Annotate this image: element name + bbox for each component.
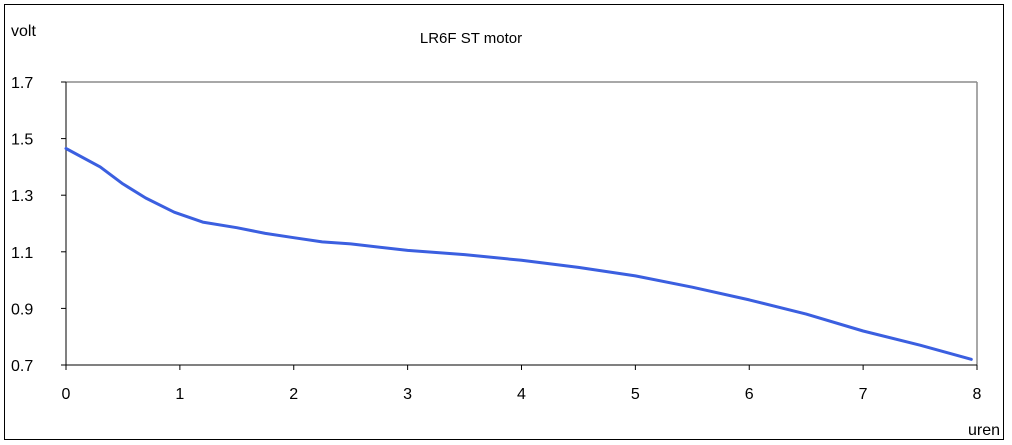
x-axis-label: uren [968,422,1000,439]
y-tick-label: 1.3 [11,188,33,205]
chart-title: LR6F ST motor [420,30,522,47]
x-tick-label: 7 [859,386,868,403]
line-chart: 0.7 0.9 1.1 1.3 1.5 1.7 0 1 2 3 4 5 6 7 8 LR6F ST mot… [11,23,1000,439]
x-axis: 0 1 2 3 4 5 6 7 8 [62,365,982,403]
x-tick-label: 5 [631,386,640,403]
y-tick-label: 1.1 [11,245,33,262]
series-line [64,147,973,361]
y-axis: 0.7 0.9 1.1 1.3 1.5 1.7 [11,75,66,375]
chart-frame: 0.7 0.9 1.1 1.3 1.5 1.7 0 1 2 3 4 5 6 7 8 LR6F ST mot… [4,4,1004,440]
y-tick-label: 0.7 [11,358,33,375]
x-tick-label: 6 [745,386,754,403]
x-tick-label: 2 [289,386,298,403]
x-tick-label: 8 [973,386,982,403]
x-tick-label: 4 [517,386,526,403]
y-tick-label: 1.7 [11,75,33,92]
y-axis-label: volt [11,23,36,40]
y-tick-label: 0.9 [11,301,33,318]
x-tick-label: 3 [403,386,412,403]
series-layer [64,147,973,361]
x-tick-label: 0 [62,386,71,403]
x-tick-label: 1 [175,386,184,403]
y-tick-label: 1.5 [11,132,33,149]
